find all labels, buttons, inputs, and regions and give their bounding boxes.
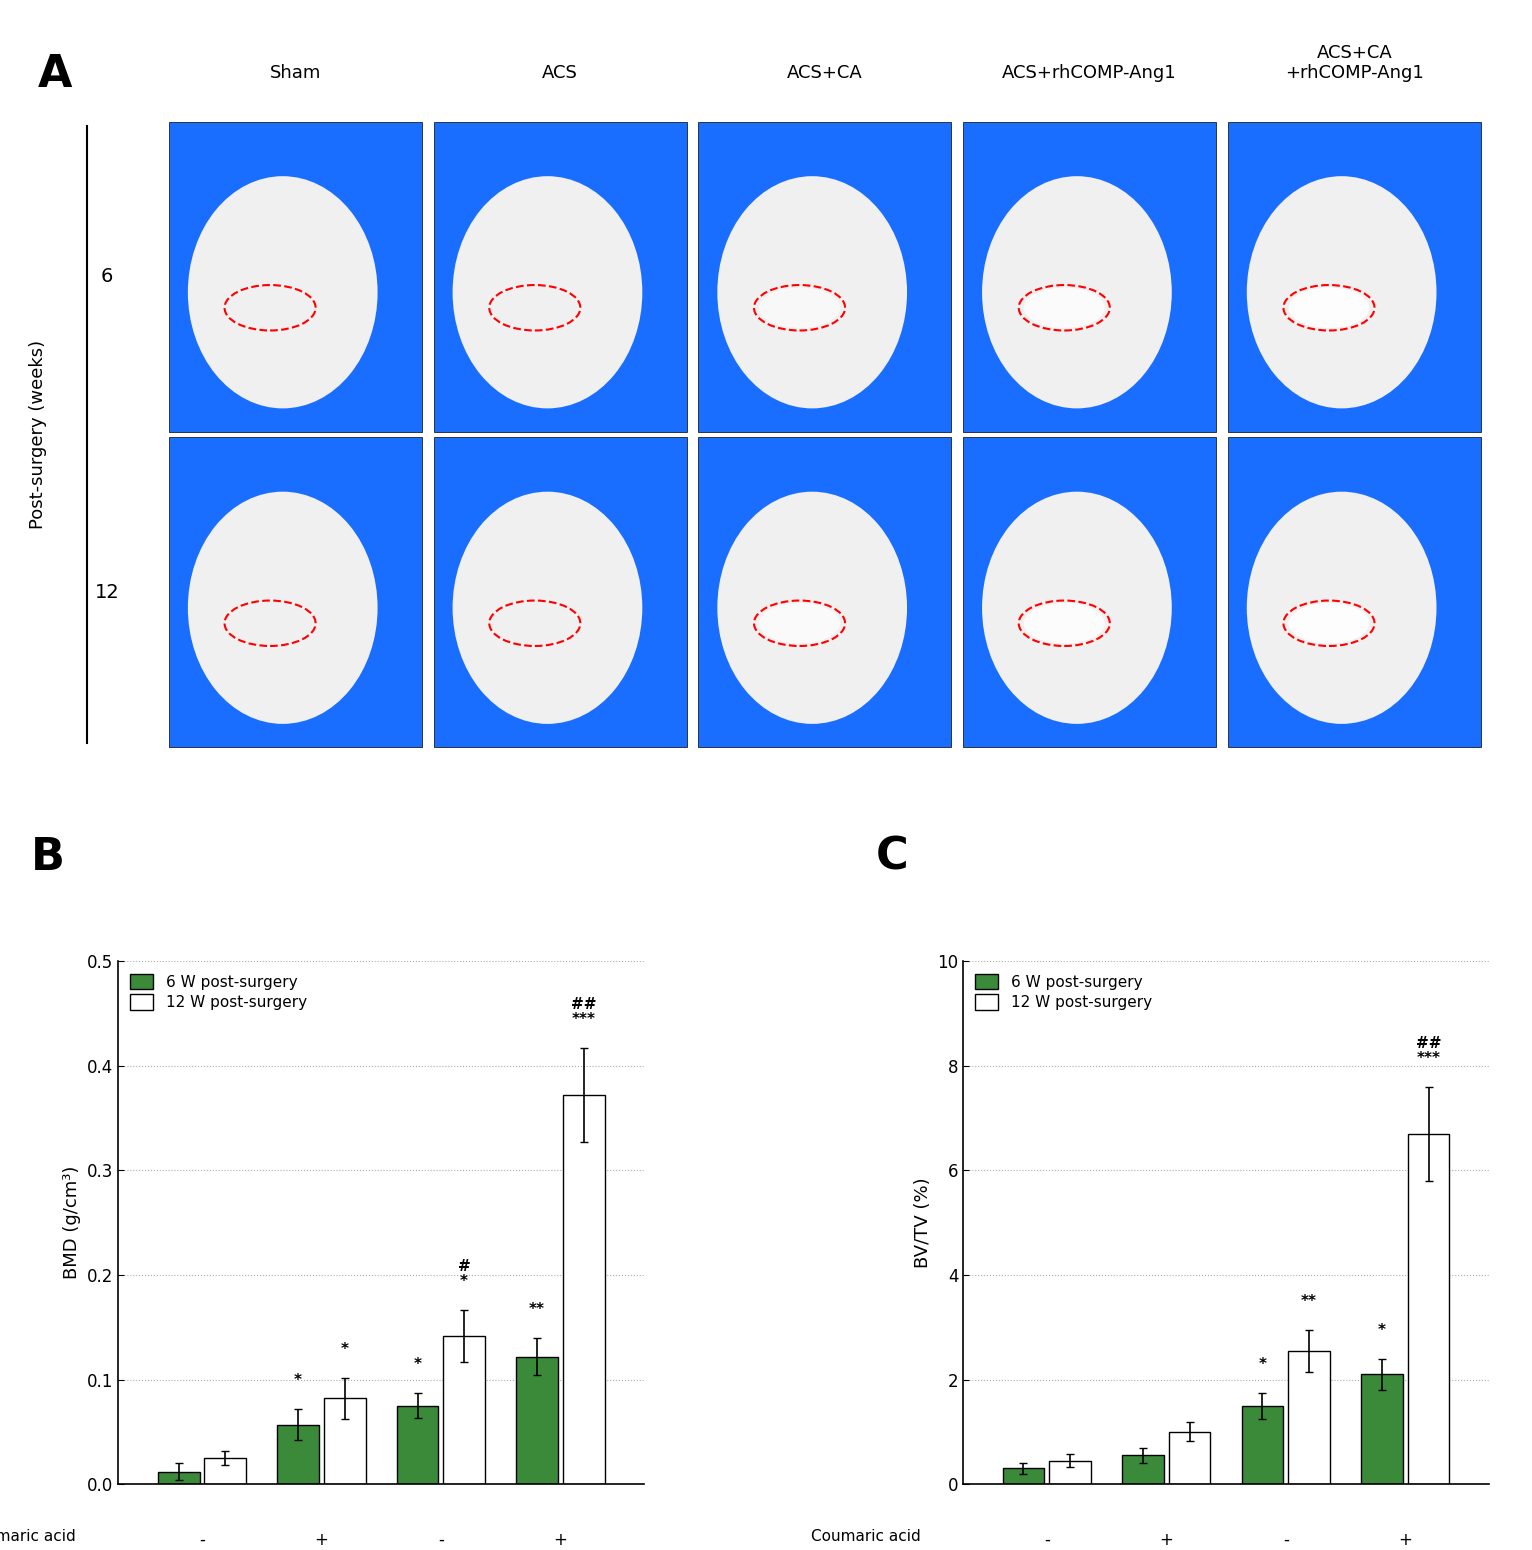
Circle shape (1288, 288, 1370, 329)
Text: ACS+CA: ACS+CA (787, 65, 863, 82)
Ellipse shape (1247, 491, 1437, 724)
Ellipse shape (717, 177, 907, 408)
FancyBboxPatch shape (964, 437, 1216, 747)
Ellipse shape (982, 491, 1172, 724)
FancyBboxPatch shape (434, 437, 686, 747)
Text: A: A (38, 53, 72, 96)
FancyBboxPatch shape (699, 437, 951, 747)
Text: B: B (31, 835, 64, 879)
Text: 12: 12 (95, 583, 119, 601)
Circle shape (758, 603, 840, 643)
Text: Post-surgery (weeks): Post-surgery (weeks) (29, 339, 47, 529)
Text: ACS+rhCOMP-Ang1: ACS+rhCOMP-Ang1 (1002, 65, 1177, 82)
Ellipse shape (982, 177, 1172, 408)
FancyBboxPatch shape (699, 122, 951, 431)
Ellipse shape (1247, 177, 1437, 408)
FancyBboxPatch shape (1227, 122, 1481, 431)
Ellipse shape (452, 491, 642, 724)
Circle shape (758, 288, 840, 329)
Ellipse shape (188, 491, 377, 724)
Text: Sham: Sham (270, 65, 322, 82)
FancyBboxPatch shape (169, 122, 421, 431)
Text: 6: 6 (101, 267, 113, 287)
Circle shape (1023, 288, 1105, 329)
Ellipse shape (452, 177, 642, 408)
FancyBboxPatch shape (169, 437, 421, 747)
FancyBboxPatch shape (1227, 437, 1481, 747)
Text: ACS+CA
+rhCOMP-Ang1: ACS+CA +rhCOMP-Ang1 (1285, 43, 1423, 82)
Ellipse shape (188, 177, 377, 408)
Ellipse shape (717, 491, 907, 724)
Text: C: C (875, 835, 908, 879)
FancyBboxPatch shape (434, 122, 686, 431)
Circle shape (1288, 603, 1370, 643)
Text: ACS: ACS (542, 65, 578, 82)
Circle shape (1023, 603, 1105, 643)
FancyBboxPatch shape (964, 122, 1216, 431)
